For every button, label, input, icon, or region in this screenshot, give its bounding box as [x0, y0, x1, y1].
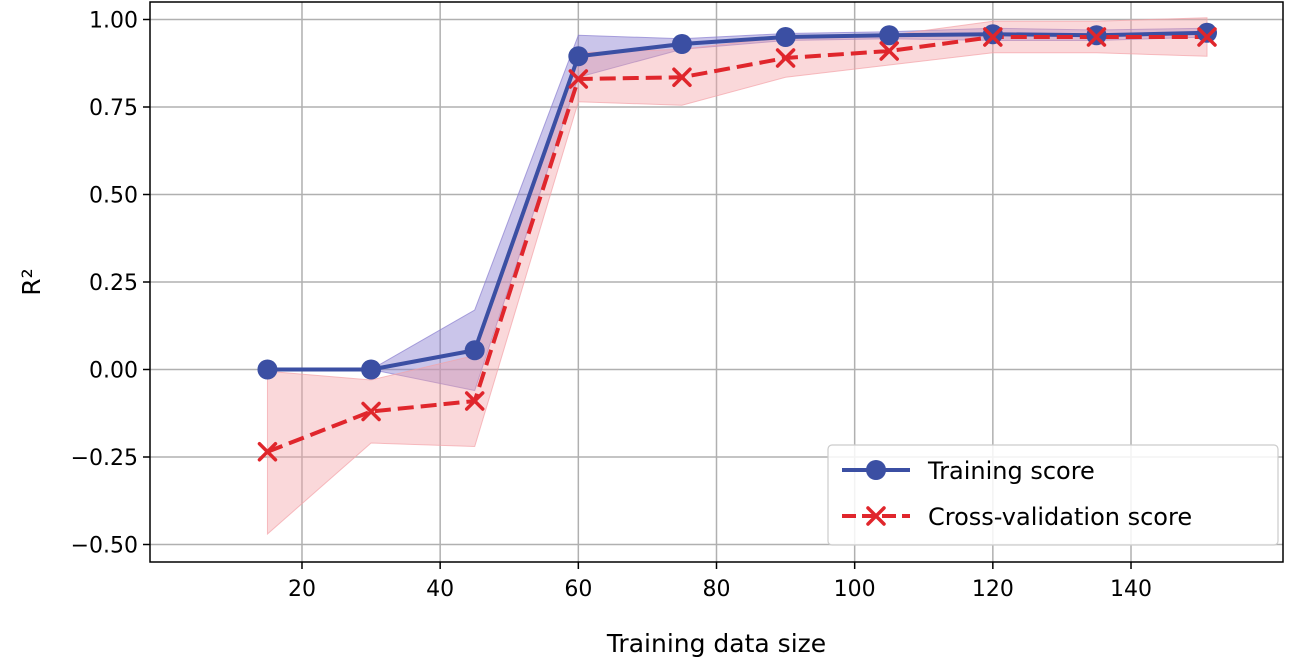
data-point-cross-validation — [879, 41, 899, 61]
data-point-cross-validation — [257, 442, 278, 462]
x-tick-label: 120 — [972, 577, 1014, 602]
x-marker-stroke — [775, 48, 796, 68]
data-point-training — [879, 25, 900, 46]
x-axis-label: Training data size — [606, 629, 826, 658]
x-marker-stroke — [866, 506, 886, 526]
data-point-cross-validation — [775, 48, 796, 68]
y-tick-label: −0.25 — [71, 446, 138, 471]
grid — [150, 2, 1283, 562]
series-line-cross-validation — [266, 35, 1208, 454]
x-marker-stroke — [983, 27, 1003, 47]
x-marker-stroke — [464, 391, 485, 411]
x-marker-stroke — [361, 401, 381, 422]
x-tick-label: 80 — [703, 577, 731, 602]
series-lines — [266, 30, 1208, 454]
data-point-cross-validation — [1086, 27, 1107, 47]
data-point-training — [464, 340, 485, 361]
x-tick-label: 140 — [1110, 577, 1152, 602]
data-point-cross-validation — [464, 391, 485, 411]
data-point-cross-validation — [568, 69, 589, 89]
y-tick-label: −0.50 — [71, 534, 138, 559]
y-tick-label: 0.50 — [89, 184, 138, 209]
data-point-training — [1197, 22, 1218, 43]
data-point-training — [982, 24, 1003, 45]
x-marker-stroke — [257, 442, 278, 462]
data-point-cross-validation — [983, 27, 1003, 47]
legend-label-cross-validation: Cross-validation score — [928, 503, 1192, 531]
data-point-training — [361, 359, 382, 380]
series-markers — [257, 22, 1218, 462]
data-point-cross-validation — [1197, 27, 1217, 47]
x-tick-label: 40 — [426, 577, 454, 602]
legend-marker-cross-validation — [866, 506, 886, 526]
x-marker-stroke — [568, 69, 589, 89]
x-tick-label: 20 — [288, 577, 316, 602]
data-point-training — [568, 46, 589, 67]
y-tick-label: 0.25 — [89, 271, 138, 296]
data-point-training — [775, 27, 796, 47]
axis-ticks: 20 40 60 80 100 120 140 −0.50 −0.25 0.00 0.25 0.50 0… — [71, 9, 1152, 603]
x-marker-stroke — [879, 41, 899, 61]
data-point-training — [257, 359, 278, 380]
data-point-cross-validation — [361, 401, 381, 422]
legend: Training score Cross-validation score — [827, 444, 1279, 546]
x-marker-stroke — [1086, 27, 1107, 47]
y-tick-label: 1.00 — [89, 9, 138, 34]
x-tick-label: 60 — [564, 577, 592, 602]
x-marker-stroke — [1197, 27, 1217, 47]
x-tick-label: 100 — [834, 577, 876, 602]
x-marker-stroke — [672, 67, 692, 87]
data-point-cross-validation — [672, 67, 692, 87]
y-tick-label: 0.00 — [89, 359, 138, 384]
y-axis-label: R² — [17, 268, 46, 295]
legend-marker-training — [866, 460, 886, 480]
series-line-training — [267, 30, 1208, 372]
y-tick-label: 0.75 — [89, 96, 138, 121]
data-point-training — [671, 34, 692, 54]
legend-label-training: Training score — [927, 457, 1095, 485]
legend-box — [827, 444, 1279, 546]
